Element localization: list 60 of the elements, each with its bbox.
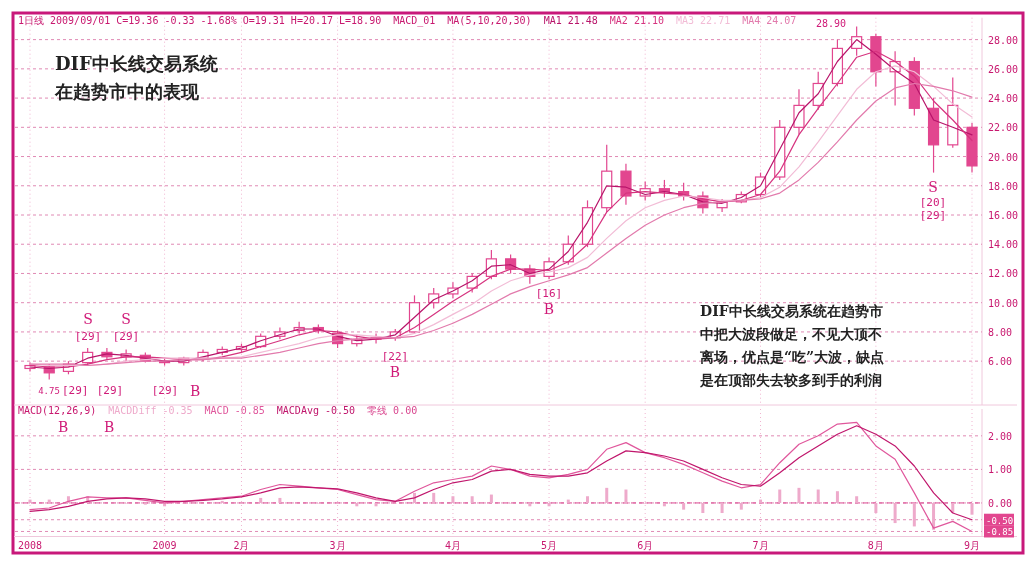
y-tick-label: 16.00 (988, 210, 1019, 221)
annotation: [29] (62, 384, 89, 397)
y-tick-label: 18.00 (988, 180, 1019, 192)
text: DIF中长线交易系统在趋势市中的表现 (54, 53, 219, 102)
annotation: [29] (919, 209, 947, 222)
annotation: 28.90 (815, 18, 846, 29)
y-tick-label: 26.00 (988, 63, 1019, 75)
x-tick-label: 2月 (233, 540, 250, 551)
y-tick-label: 24.00 (988, 93, 1019, 105)
legend-title: MA(5,10,20,30) (447, 15, 532, 26)
text: MACDAvg -0.50 (276, 405, 356, 416)
annotation: B (389, 364, 401, 380)
annotation: 4.75 (38, 386, 60, 396)
y-tick-label: 20.00 (988, 151, 1019, 163)
text: MACD -0.85 (204, 405, 265, 416)
y-tick-label: 8.00 (988, 326, 1013, 338)
text: MA3 22.71 (676, 15, 731, 26)
annotation: MACD_01 (393, 15, 436, 27)
annotation: [20] (919, 196, 947, 209)
x-tick-label: 6月 (637, 540, 654, 551)
annotation: B (190, 383, 201, 399)
x-tick-label: 7月 (752, 540, 769, 551)
y-tick-label: 10.00 (988, 297, 1019, 309)
ref-line-label: 零线 0.00 (367, 405, 418, 416)
y-tick-label: 12.00 (988, 268, 1019, 280)
y-tick-label: 1.00 (988, 464, 1013, 476)
y-tick-label: 6.00 (988, 356, 1013, 368)
y-tick-label: 28.00 (988, 34, 1019, 46)
y-tick-label: 0.00 (988, 497, 1013, 509)
text: MACDDiff -0.35 (108, 405, 193, 416)
x-tick-label: 2008 (17, 540, 43, 551)
text: MA4 24.07 (742, 15, 797, 26)
annotation: S (928, 179, 938, 195)
y-tick-label: -0.85 (986, 527, 1014, 538)
annotation: B (543, 301, 555, 317)
x-tick-label: 3月 (329, 540, 346, 551)
x-tick-label: 4月 (444, 540, 461, 551)
x-tick-label: 5月 (541, 540, 558, 551)
y-tick-label: 22.00 (988, 122, 1019, 134)
annotation: [16] (535, 287, 563, 300)
annotation: B (104, 419, 115, 435)
annotation: [22] (381, 350, 409, 363)
annotation: S (121, 311, 131, 327)
annotation: DIF中长线交易系统在趋势市中把大波段做足，不见大顶不离场，优点是“吃”大波，缺点是在顶部失去较多到手的利润 (699, 303, 885, 388)
annotation: [29] (96, 384, 124, 397)
annotation: [29] (151, 384, 179, 397)
annotation: [29] (74, 330, 102, 343)
annotation: B (58, 419, 69, 435)
annotation: S (83, 311, 93, 327)
text: MA1 21.48 (543, 15, 598, 26)
annotation: [29] (112, 330, 140, 343)
x-tick-label: 2009 (152, 540, 177, 551)
x-tick-label: 8月 (867, 540, 884, 551)
x-tick-label: 9月 (963, 540, 981, 551)
text: MA2 21.10 (609, 15, 664, 26)
y-tick-label: 2.00 (988, 430, 1013, 442)
annotation: 1日线 2009/09/01 C=19.36 -0.33 -1.68% O=19.31 H=20.17 L=18.90 (18, 15, 382, 26)
y-tick-label: -0.50 (986, 515, 1014, 526)
y-tick-label: 14.00 (988, 239, 1019, 251)
legend-title: MACD(12,26,9) (18, 405, 97, 416)
